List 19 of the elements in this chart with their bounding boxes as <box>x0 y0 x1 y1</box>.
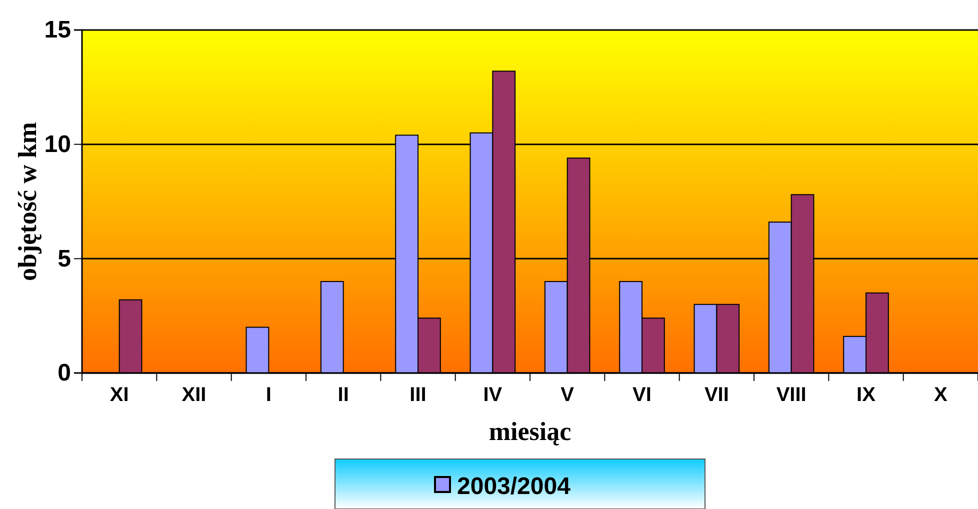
y-axis-title: objętość w km <box>13 122 42 281</box>
x-tick-label: I <box>266 384 272 406</box>
x-tick-label: XI <box>110 384 129 406</box>
x-tick-label: VII <box>704 384 729 406</box>
x-tick-label: VI <box>632 384 652 406</box>
x-tick-label: IV <box>483 384 503 406</box>
x-tick-label: II <box>338 384 349 406</box>
x-tick-label: X <box>934 384 948 406</box>
x-axis-title: miesiąc <box>488 417 572 446</box>
y-tick-label: 5 <box>58 245 71 272</box>
x-tick-label: XII <box>182 384 206 406</box>
y-tick-label: 15 <box>44 16 71 44</box>
x-tick-label: IX <box>856 384 876 406</box>
x-tick-label: III <box>410 384 426 406</box>
legend-label: 2003/2004 <box>457 473 572 500</box>
x-tick-label: V <box>560 384 575 406</box>
y-tick-label: 10 <box>44 131 71 158</box>
x-tick-label: VIII <box>776 384 806 406</box>
y-tick-label: 0 <box>58 360 71 387</box>
